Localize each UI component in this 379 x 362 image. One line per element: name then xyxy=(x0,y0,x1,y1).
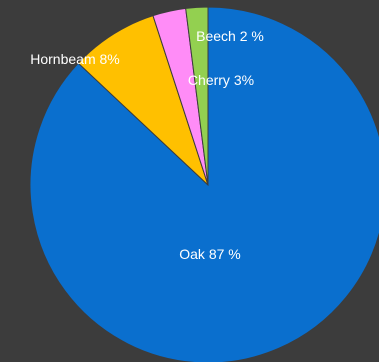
data-label-hornbeam: Hornbeam 8% xyxy=(30,51,120,67)
data-label-cherry: Cherry 3% xyxy=(188,72,254,88)
pie-slice-beech xyxy=(185,6,209,186)
pie-labels: Oak 87 % Hornbeam 8% Cherry 3% Beech 2 % xyxy=(30,28,264,262)
data-label-beech: Beech 2 % xyxy=(196,28,264,44)
pie-slice-hornbeam xyxy=(77,15,209,186)
pie-slices xyxy=(29,6,379,362)
data-label-oak: Oak 87 % xyxy=(179,246,240,262)
pie-slice-oak xyxy=(29,6,379,362)
